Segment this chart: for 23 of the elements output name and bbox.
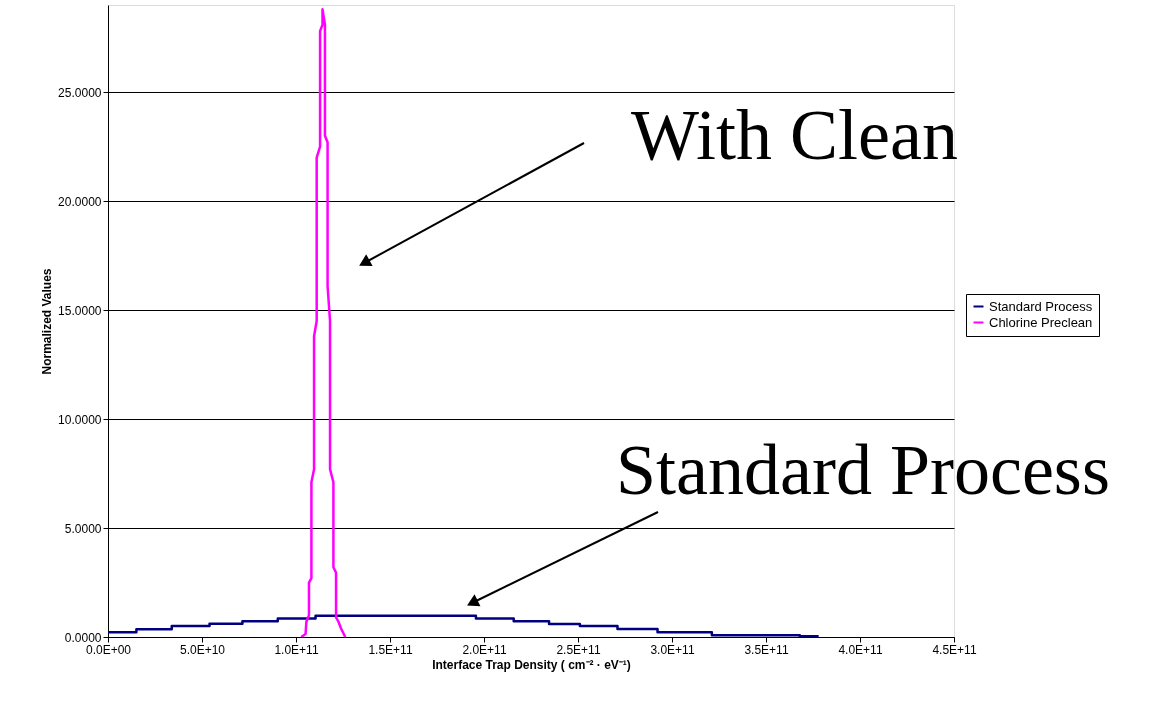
x-tick-label: 4.5E+11 (932, 642, 977, 657)
annotation: With Clean (631, 95, 959, 175)
x-tick-label: 2.5E+11 (556, 642, 601, 657)
x-tick-label: 1.5E+11 (368, 642, 413, 657)
line-series (300, 8, 347, 637)
legend-label: Standard Process (989, 298, 1093, 314)
x-tick-label: 3.0E+11 (650, 642, 695, 657)
y-tick-label: 0.0000 (64, 630, 102, 645)
legend-label: Chlorine Preclean (989, 314, 1093, 330)
y-tick-label: 15.0000 (58, 303, 102, 318)
y-axis-title: Normalized Values (40, 268, 55, 375)
x-tick-label: 5.0E+10 (179, 642, 226, 657)
annotation: Standard Process (616, 430, 1110, 510)
x-tick-label: 0.0E+00 (85, 642, 132, 657)
x-tick-label: 2.0E+11 (462, 642, 507, 657)
x-tick-label: 1.0E+11 (274, 642, 319, 657)
x-tick-label: 3.5E+11 (744, 642, 789, 657)
y-tick-label: 25.0000 (58, 85, 102, 100)
x-tick-label: 4.0E+11 (838, 642, 883, 657)
y-tick-label: 5.0000 (64, 521, 102, 536)
y-tick-label: 20.0000 (58, 194, 102, 209)
y-tick-label: 10.0000 (58, 412, 102, 427)
x-axis-title: Interface Trap Density ( cm⁻² · eV⁻¹) (432, 657, 631, 672)
